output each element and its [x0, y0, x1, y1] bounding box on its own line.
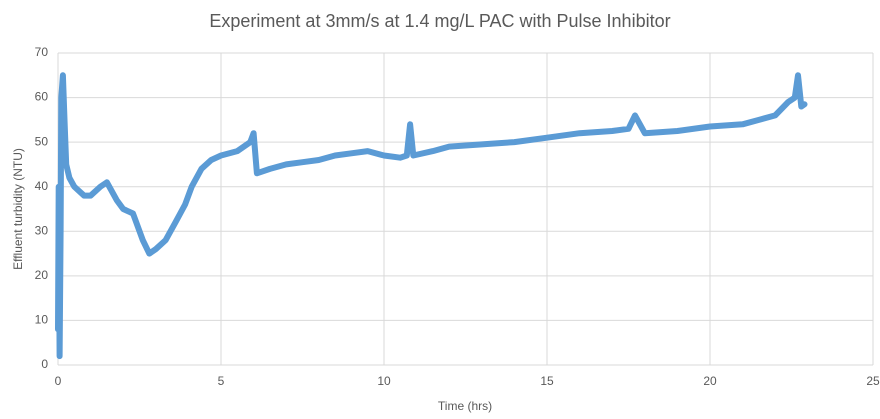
- y-tick-label: 20: [35, 268, 49, 282]
- x-tick-label: 20: [703, 374, 717, 388]
- y-tick-label: 10: [35, 313, 49, 327]
- data-line: [55, 72, 808, 360]
- y-tick-label: 60: [35, 90, 49, 104]
- x-tick-label: 10: [377, 374, 391, 388]
- y-tick-label: 40: [35, 179, 49, 193]
- x-tick-label: 5: [218, 374, 225, 388]
- y-axis-label: Effluent turbidity (NTU): [11, 148, 25, 270]
- y-tick-label: 30: [35, 223, 49, 237]
- y-tick-label: 50: [35, 134, 49, 148]
- x-axis-label: Time (hrs): [438, 399, 492, 413]
- chart-title: Experiment at 3mm/s at 1.4 mg/L PAC with…: [209, 11, 670, 31]
- y-tick-label: 0: [41, 357, 48, 371]
- x-tick-label: 0: [55, 374, 62, 388]
- y-tick-label: 70: [35, 45, 49, 59]
- x-tick-label: 25: [866, 374, 880, 388]
- x-tick-label: 15: [540, 374, 554, 388]
